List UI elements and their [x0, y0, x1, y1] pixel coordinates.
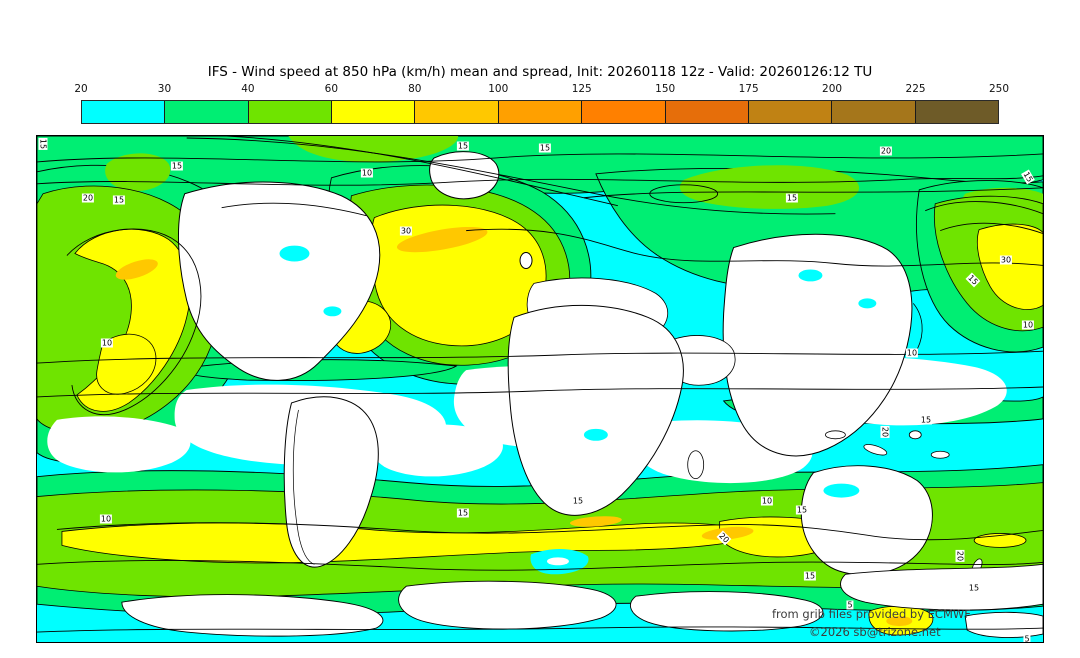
indonesia-island	[863, 444, 888, 456]
madagascar	[687, 450, 705, 480]
indonesia-island	[825, 430, 846, 440]
attribution-ecmwf: from grib files provided by ECMWF	[772, 607, 971, 621]
north-america	[177, 181, 381, 381]
colorbar-tick: 225	[905, 83, 926, 95]
colorbar-tick: 40	[241, 83, 255, 95]
fill-level-80	[115, 226, 913, 627]
africa	[507, 304, 684, 516]
new-guinea	[930, 450, 950, 459]
colorbar-tick: 175	[738, 83, 759, 95]
colorbar-segment	[497, 101, 582, 123]
colorbar-bar	[81, 100, 999, 124]
colorbar-segment	[914, 101, 998, 123]
colorbar-segment	[164, 101, 248, 123]
colorbar-tick: 80	[408, 83, 422, 95]
colorbar-tick: 20	[74, 83, 88, 95]
colorbar-tick: 30	[157, 83, 172, 95]
colorbar-segment	[82, 101, 165, 123]
colorbar-segment	[831, 101, 915, 123]
colorbar-segment	[247, 101, 332, 123]
colorbar-ticks: 20 30 40 60 80 100 125 150 175 200 225 250	[74, 83, 1009, 97]
colorbar-segment	[414, 101, 498, 123]
australia	[800, 465, 933, 576]
siberia-asia	[722, 233, 913, 457]
colorbar-tick: 125	[571, 83, 592, 95]
colorbar-tick: 250	[988, 83, 1010, 95]
world-map: 15 20 15 15 10 15 15 30 20 15 15 30 15 10 10 10 15 20 15 15…	[36, 135, 1044, 643]
colorbar-tick: 60	[324, 83, 339, 95]
indonesia-island	[908, 430, 922, 440]
colorbar-segment	[664, 101, 748, 123]
map-graphic	[37, 136, 1043, 642]
colorbar-segment	[581, 101, 665, 123]
attribution-copyright: ©2026 sb@trizone.net	[809, 625, 941, 639]
continents	[177, 151, 991, 592]
colorbar-segment	[331, 101, 415, 123]
british-isles	[519, 252, 533, 269]
colorbar-tick: 100	[488, 83, 509, 95]
colorbar-segment	[747, 101, 832, 123]
colorbar-tick: 200	[822, 83, 843, 95]
page-title: IFS - Wind speed at 850 hPa (km/h) mean …	[207, 64, 873, 80]
colorbar-tick: 150	[655, 83, 676, 95]
contour-lines	[37, 136, 1043, 633]
antarctica	[121, 563, 1043, 638]
greenland	[429, 151, 500, 200]
southern-white-hole	[546, 557, 569, 566]
